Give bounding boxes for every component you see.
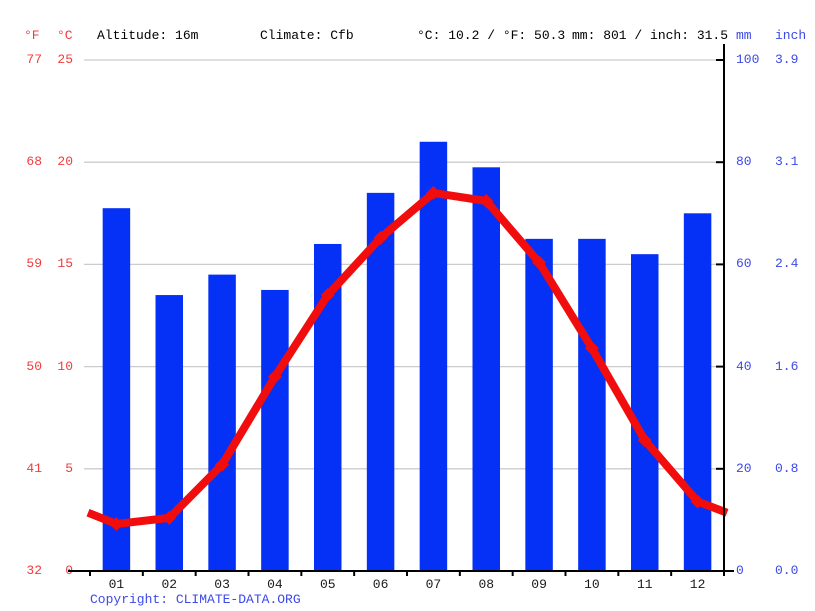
f-tick-77: 77 — [26, 52, 42, 67]
precip-bar-11 — [631, 254, 659, 571]
f-tick-32: 32 — [26, 563, 42, 578]
month-label-02: 02 — [161, 577, 178, 592]
precip-bar-09 — [525, 238, 553, 571]
copyright-text: Copyright: — [90, 592, 176, 607]
mm-tick-80: 80 — [736, 154, 752, 170]
inch-tick-3.1: 3.1 — [775, 154, 799, 170]
mm-tick-60: 60 — [736, 256, 752, 272]
precip-bar-04 — [261, 289, 289, 571]
month-label-03: 03 — [214, 577, 230, 592]
temperature-point-01 — [109, 516, 124, 531]
f-tick-50: 50 — [26, 358, 42, 374]
inch-tick-0.8: 0.8 — [775, 460, 799, 476]
temperature-point-08 — [479, 194, 494, 209]
header-celsius-unit: °C — [57, 28, 73, 43]
c-tick-10: 10 — [57, 358, 73, 374]
temperature-point-03 — [215, 457, 230, 472]
c-tick-15: 15 — [57, 256, 73, 272]
temperature-point-05 — [320, 288, 335, 303]
month-label-01: 01 — [108, 577, 125, 592]
c-tick-20: 20 — [57, 154, 73, 170]
precip-bar-02 — [155, 295, 183, 571]
mm-tick-100: 100 — [736, 52, 760, 67]
temperature-point-12 — [690, 494, 705, 509]
temperature-point-10 — [584, 341, 599, 356]
temperature-line — [86, 188, 729, 528]
month-label-12: 12 — [689, 577, 706, 592]
c-tick-25: 25 — [57, 52, 73, 67]
month-label-06: 06 — [372, 577, 389, 592]
temperature-point-11 — [637, 433, 652, 448]
header-climate-class: Climate: Cfb — [260, 28, 354, 43]
header-altitude: Altitude: 16m — [97, 28, 199, 43]
mm-tick-20: 20 — [736, 460, 752, 476]
inch-tick-2.4: 2.4 — [775, 256, 799, 272]
precip-bar-07 — [419, 141, 448, 571]
month-label-07: 07 — [425, 577, 442, 592]
precip-bar-06 — [366, 192, 395, 572]
month-label-11: 11 — [636, 577, 653, 592]
f-tick-41: 41 — [26, 460, 42, 476]
f-tick-59: 59 — [26, 256, 42, 272]
copyright: Copyright: CLIMATE-DATA.ORG — [90, 592, 301, 607]
f-tick-68: 68 — [26, 154, 42, 170]
precip-bar-10 — [578, 238, 606, 571]
temperature-point-06 — [373, 230, 388, 245]
c-tick-5: 5 — [65, 460, 73, 476]
header-precip-summary: mm: 801 / inch: 31.5 — [572, 28, 729, 43]
header-fahrenheit-unit: °F — [24, 28, 40, 43]
header-inch-unit: inch — [775, 28, 807, 43]
precip-bar-01 — [102, 208, 131, 571]
month-label-05: 05 — [319, 577, 336, 592]
month-label-04: 04 — [267, 577, 283, 592]
temperature-point-07 — [426, 185, 441, 200]
month-label-08: 08 — [478, 577, 495, 592]
inch-tick-3.9: 3.9 — [775, 52, 799, 67]
mm-tick-0: 0 — [736, 563, 744, 578]
inch-tick-1.6: 1.6 — [775, 358, 799, 374]
precip-bar-03 — [208, 274, 236, 571]
copyright-link[interactable]: CLIMATE-DATA.ORG — [175, 592, 301, 607]
temperature-point-04 — [267, 369, 282, 384]
month-label-10: 10 — [584, 577, 600, 592]
temperature-point-02 — [162, 510, 177, 525]
month-label-09: 09 — [531, 577, 547, 592]
header-temp-summary: °C: 10.2 / °F: 50.3 — [417, 28, 566, 43]
inch-tick-0.0: 0.0 — [775, 563, 799, 578]
precip-bar-12 — [683, 213, 712, 572]
mm-tick-40: 40 — [736, 358, 752, 374]
precip-bar-08 — [472, 167, 500, 571]
temperature-point-09 — [532, 255, 547, 270]
header-mm-unit: mm — [736, 28, 752, 43]
